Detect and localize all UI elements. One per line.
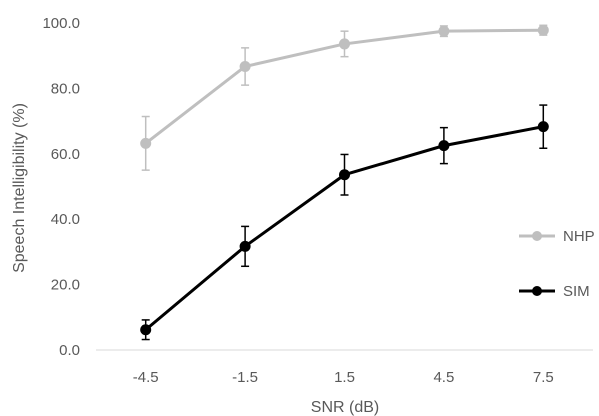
legend-label-nhp: NHP <box>563 228 595 245</box>
x-tick-label: 1.5 <box>334 369 355 386</box>
x-tick-label: 7.5 <box>533 369 554 386</box>
series-sim <box>140 104 549 341</box>
legend-marker-sim <box>532 286 542 296</box>
legend-label-sim: SIM <box>563 283 590 300</box>
y-axis-ticks: 0.0 20.0 40.0 60.0 80.0 100.0 <box>42 15 80 359</box>
y-tick-label: 60.0 <box>51 146 80 163</box>
x-tick-label: -4.5 <box>133 369 159 386</box>
x-tick-label: 4.5 <box>433 369 454 386</box>
x-axis-title: SNR (dB) <box>311 399 379 416</box>
data-point-nhp <box>537 24 549 36</box>
data-point-sim <box>239 240 251 252</box>
data-point-nhp <box>140 137 152 149</box>
x-axis-ticks: -4.5 -1.5 1.5 4.5 7.5 <box>133 369 554 386</box>
y-tick-label: 20.0 <box>51 277 80 294</box>
data-point-sim <box>140 324 152 336</box>
legend-marker-nhp <box>532 231 542 241</box>
data-point-nhp <box>339 38 350 50</box>
y-axis-title: Speech Intelligibility (%) <box>11 103 28 273</box>
data-point-sim <box>537 121 549 133</box>
y-tick-label: 80.0 <box>51 80 80 97</box>
x-tick-label: -1.5 <box>232 369 258 386</box>
data-point-sim <box>339 169 350 181</box>
y-tick-label: 0.0 <box>59 342 80 359</box>
data-point-nhp <box>239 60 251 72</box>
legend: NHP SIM <box>519 228 595 300</box>
y-tick-label: 100.0 <box>42 15 80 32</box>
y-tick-label: 40.0 <box>51 211 80 228</box>
series-nhp <box>140 24 549 171</box>
legend-item-nhp: NHP <box>519 228 595 245</box>
data-point-nhp <box>438 25 450 37</box>
data-point-sim <box>438 140 450 152</box>
series-layer <box>140 24 549 341</box>
legend-item-sim: SIM <box>519 283 590 300</box>
